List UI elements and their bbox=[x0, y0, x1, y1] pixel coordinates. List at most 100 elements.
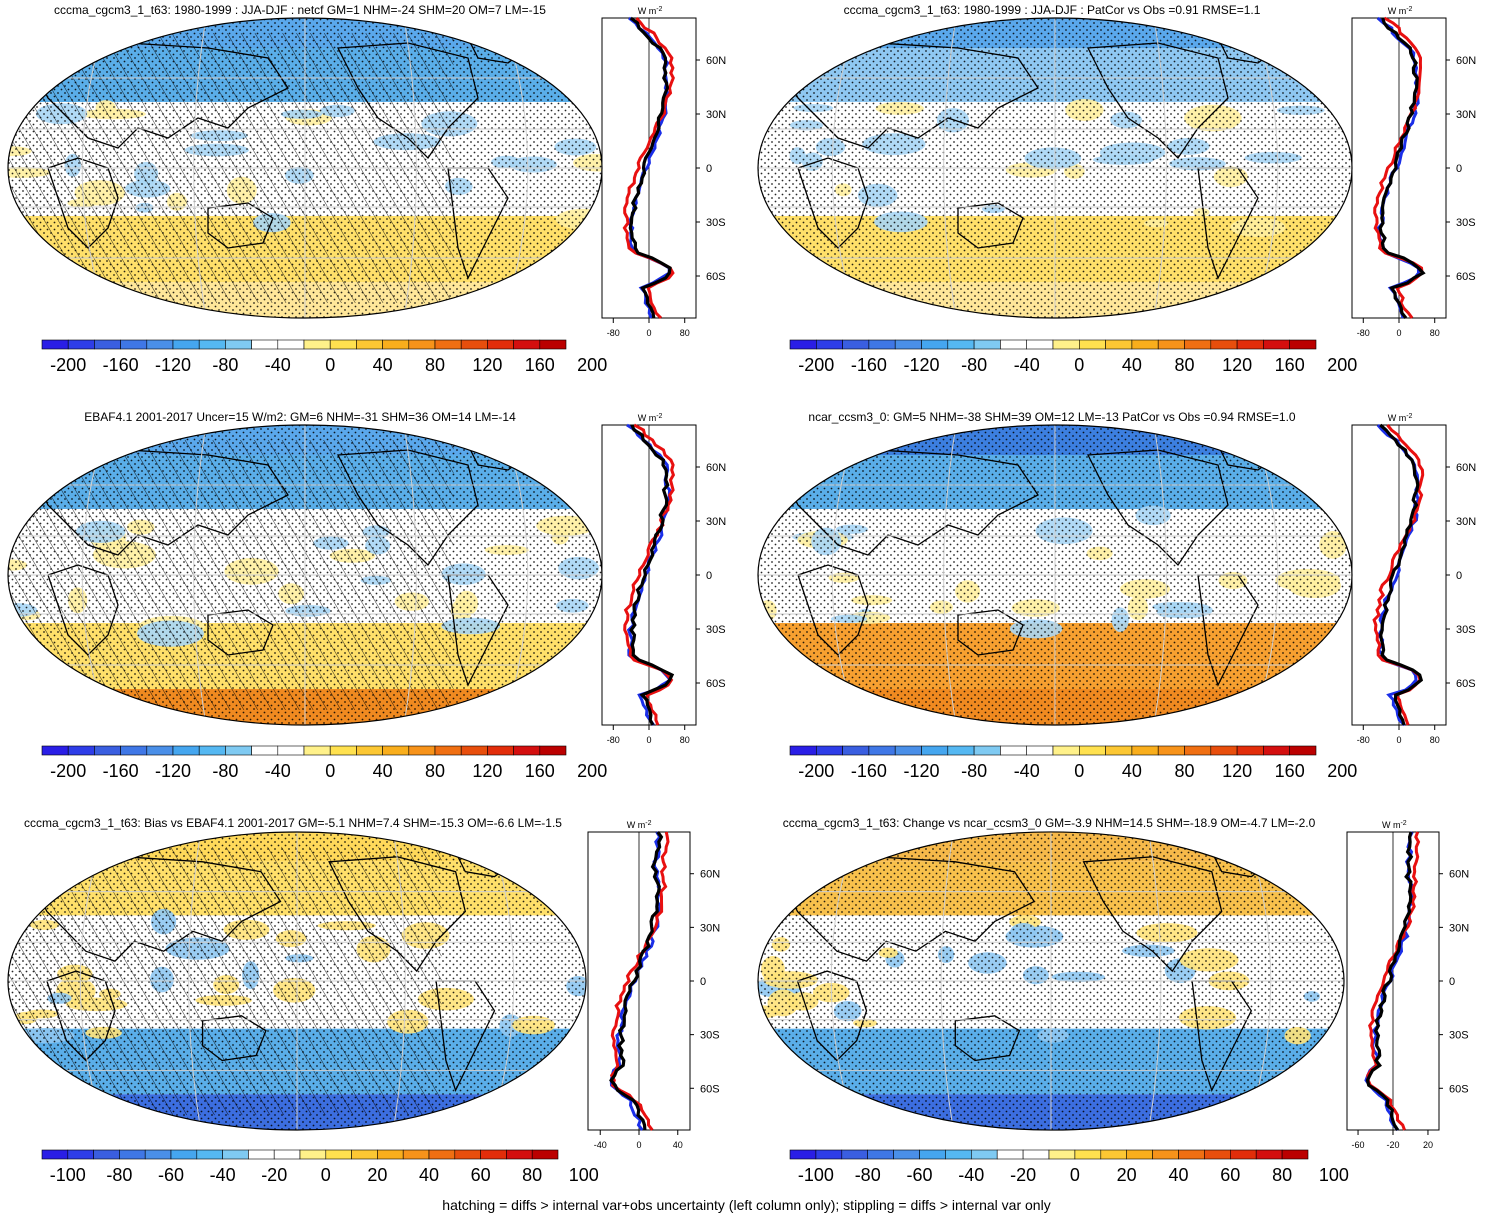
lat-tick-label: 60N bbox=[700, 869, 720, 881]
lat-tick-label: 60N bbox=[706, 55, 726, 67]
colorbar-swatch bbox=[1255, 1149, 1283, 1160]
colorbar-label: 200 bbox=[577, 761, 607, 781]
zonal-x-tick-label: 80 bbox=[680, 328, 690, 338]
colorbar-label: 160 bbox=[1275, 355, 1305, 375]
zonal-curve bbox=[1376, 424, 1420, 727]
colorbar-label: 0 bbox=[1070, 1165, 1080, 1185]
panel-title: cccma_cgcm3_1_t63: 1980-1999 : JJA-DJF :… bbox=[54, 3, 546, 17]
colorbar-swatch bbox=[893, 1149, 920, 1160]
colorbar-label: -200 bbox=[50, 761, 86, 781]
colorbar-swatch bbox=[303, 339, 331, 350]
colorbar-label: 20 bbox=[367, 1165, 387, 1185]
colorbar-label: -80 bbox=[106, 1165, 132, 1185]
zonal-unit-label: W m-2 bbox=[627, 820, 652, 830]
colorbar-label: -160 bbox=[851, 355, 887, 375]
colorbar-label: -60 bbox=[158, 1165, 184, 1185]
colorbar-swatch bbox=[273, 1149, 301, 1160]
colorbar-swatch bbox=[487, 339, 514, 350]
colorbar-swatch bbox=[868, 745, 896, 756]
colorbar-label: -200 bbox=[50, 355, 86, 375]
lat-tick-label: 30S bbox=[706, 624, 726, 636]
colorbar-swatch bbox=[1026, 339, 1054, 350]
zonal-curve bbox=[623, 423, 676, 726]
colorbar-swatch bbox=[248, 1149, 275, 1160]
zonal-x-tick-label: 0 bbox=[1396, 735, 1401, 745]
colorbar-swatch bbox=[198, 745, 226, 756]
colorbar-swatch bbox=[1052, 745, 1080, 756]
colorbar-label: -100 bbox=[50, 1165, 86, 1185]
colorbar-label: -80 bbox=[961, 761, 987, 781]
colorbar-swatch bbox=[460, 745, 488, 756]
zonal-x-tick-label: -80 bbox=[607, 328, 620, 338]
zonal-x-tick-label: 0 bbox=[1396, 328, 1401, 338]
colorbar-label: 200 bbox=[1327, 761, 1357, 781]
colorbar-label: -40 bbox=[1014, 355, 1040, 375]
colorbar-label: 100 bbox=[569, 1165, 599, 1185]
colorbar-swatch bbox=[480, 1149, 507, 1160]
colorbar-swatch bbox=[842, 339, 870, 350]
colorbar-swatch bbox=[225, 339, 252, 350]
colorbar-swatch bbox=[41, 339, 69, 350]
colorbar-label: 80 bbox=[1174, 761, 1194, 781]
colorbar-swatch bbox=[1022, 1149, 1050, 1160]
zonal-mean-plot: W m-2 60N 30N 0 30S 60S -60 -20 20 bbox=[1346, 820, 1469, 1150]
zonal-x-tick-label: -80 bbox=[1357, 328, 1370, 338]
panel-title: cccma_cgcm3_1_t63: Change vs ncar_ccsm3_… bbox=[782, 816, 1316, 830]
zonal-curve bbox=[609, 831, 670, 1131]
zonal-unit-label: W m-2 bbox=[1388, 6, 1413, 16]
zonal-x-tick-label: 0 bbox=[636, 1140, 641, 1150]
colorbar-label: -200 bbox=[798, 761, 834, 781]
colorbar-label: 40 bbox=[373, 355, 393, 375]
colorbar-swatch bbox=[1184, 745, 1212, 756]
panel-title: ncar_ccsm3_0: GM=5 NHM=-38 SHM=39 OM=12 … bbox=[808, 410, 1296, 424]
zonal-mean-plot: W m-2 60N 30N 0 30S 60S -80 0 80 bbox=[1351, 6, 1476, 338]
colorbar-swatch bbox=[539, 339, 567, 350]
colorbar-swatch bbox=[1263, 745, 1291, 756]
map bbox=[758, 18, 1352, 318]
colorbar: -200 -160 -120 -80 -40 0 40 80 120 160 200 bbox=[41, 339, 607, 375]
colorbar-swatch bbox=[170, 1149, 198, 1160]
colorbar-label: 120 bbox=[1222, 761, 1252, 781]
colorbar-label: 60 bbox=[471, 1165, 491, 1185]
colorbar-swatch bbox=[1263, 339, 1291, 350]
zonal-curve bbox=[629, 424, 675, 726]
colorbar-swatch bbox=[1131, 339, 1159, 350]
colorbar-swatch bbox=[945, 1149, 972, 1160]
colorbar-swatch bbox=[1074, 1149, 1102, 1160]
lat-tick-label: 60S bbox=[706, 678, 726, 690]
lat-tick-label: 30N bbox=[706, 516, 726, 528]
panel-title: cccma_cgcm3_1_t63: Bias vs EBAF4.1 2001-… bbox=[24, 816, 562, 830]
colorbar-swatch bbox=[1026, 745, 1054, 756]
colorbar-swatch bbox=[919, 1149, 946, 1160]
colorbar-swatch bbox=[1157, 745, 1185, 756]
colorbar-swatch bbox=[1157, 339, 1185, 350]
colorbar-swatch bbox=[996, 1149, 1024, 1160]
colorbar-swatch bbox=[196, 1149, 223, 1160]
colorbar-swatch bbox=[894, 745, 922, 756]
colorbar-label: 120 bbox=[472, 761, 502, 781]
colorbar-swatch bbox=[1048, 1149, 1076, 1160]
colorbar-swatch bbox=[1236, 745, 1264, 756]
zonal-curve bbox=[609, 831, 664, 1131]
colorbar-swatch bbox=[382, 745, 410, 756]
colorbar-swatch bbox=[1105, 745, 1133, 756]
colorbar-swatch bbox=[377, 1149, 404, 1160]
zonal-x-tick-label: -40 bbox=[594, 1140, 607, 1150]
colorbar-swatch bbox=[921, 339, 949, 350]
colorbar-swatch bbox=[1079, 339, 1106, 350]
zonal-x-tick-label: 0 bbox=[646, 735, 651, 745]
colorbar-label: 0 bbox=[1074, 355, 1084, 375]
colorbar-label: -100 bbox=[798, 1165, 834, 1185]
colorbar-swatch bbox=[841, 1149, 868, 1160]
colorbar-swatch bbox=[251, 339, 279, 350]
colorbar-swatch bbox=[513, 745, 541, 756]
lat-tick-label: 0 bbox=[1456, 570, 1462, 582]
colorbar-swatch bbox=[67, 1149, 94, 1160]
colorbar-swatch bbox=[1184, 339, 1212, 350]
colorbar-swatch bbox=[1289, 339, 1317, 350]
colorbar-swatch bbox=[1204, 1149, 1231, 1160]
colorbar-label: 40 bbox=[1122, 761, 1142, 781]
